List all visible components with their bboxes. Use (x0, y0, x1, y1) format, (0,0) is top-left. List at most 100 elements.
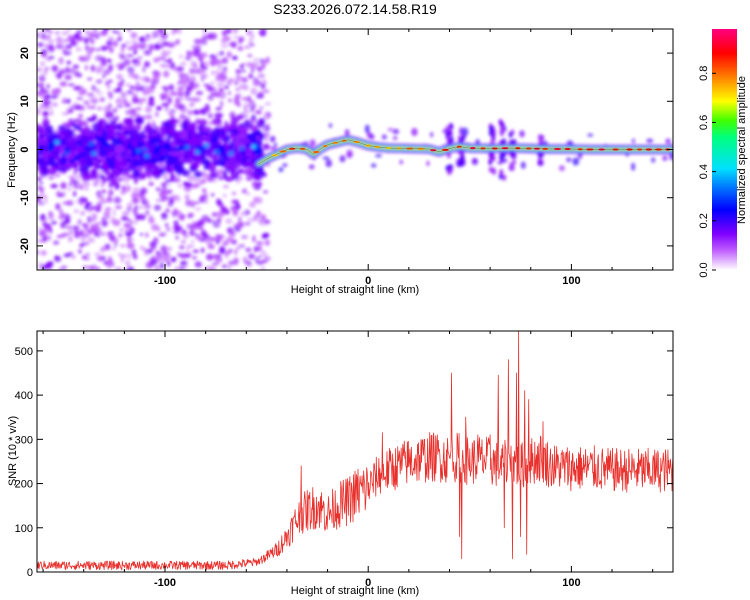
noise-blob (233, 257, 239, 265)
smear-blob (491, 167, 496, 174)
colorbar: 0.0 0.2 0.4 0.6 0.8 Normalized spectral ampl… (698, 29, 748, 278)
noise-blob (41, 49, 48, 54)
band-blob (58, 124, 67, 134)
smear-blob (499, 153, 504, 160)
noise-blob (177, 183, 183, 189)
noise-blob (186, 245, 190, 253)
band-blob (230, 116, 239, 126)
noise-blob (80, 236, 86, 242)
band-blob (143, 159, 153, 164)
noise-blob (164, 210, 171, 213)
noise-blob (135, 58, 140, 62)
noise-blob (242, 256, 247, 264)
band-blob (101, 163, 110, 170)
noise-blob (238, 216, 242, 222)
noise-blob (89, 206, 95, 210)
noise-blob (183, 264, 189, 269)
band-blob (195, 118, 200, 124)
band-blob (134, 117, 145, 125)
noise-blob (161, 86, 169, 90)
noise-blob (160, 261, 164, 270)
noise-blob (207, 113, 214, 119)
smear-blob (448, 130, 453, 137)
noise-blob (210, 192, 215, 197)
ridge-speckle (328, 123, 333, 128)
ridge-speckle (392, 128, 400, 135)
noise-blob (101, 189, 106, 194)
noise-blob (170, 256, 177, 263)
noise-blob (207, 86, 215, 92)
noise-blob (45, 225, 49, 233)
noise-blob (221, 69, 228, 74)
noise-blob (209, 54, 217, 59)
noise-blob (190, 239, 195, 244)
noise-blob (58, 208, 64, 216)
noise-blob (199, 238, 206, 242)
noise-blob (221, 57, 229, 64)
band-blob (202, 158, 211, 167)
noise-blob (213, 222, 221, 226)
noise-blob (176, 66, 185, 72)
ridge-speckle (399, 159, 403, 165)
band-hotspot (194, 150, 200, 155)
band-blob (235, 152, 241, 161)
noise-blob (73, 231, 81, 239)
smear-blob (457, 160, 462, 167)
noise-blob (126, 252, 132, 261)
noise-blob (126, 104, 130, 108)
band-blob (235, 134, 246, 140)
noise-blob (244, 45, 251, 49)
band-hotspot (54, 140, 60, 145)
noise-blob (55, 36, 63, 43)
noise-blob (224, 250, 232, 255)
noise-blob (179, 61, 187, 66)
noise-blob (61, 31, 69, 35)
chart-title: S233.2026.072.14.58.R19 (273, 1, 437, 17)
spectrogram-y-tick-label: -20 (19, 238, 31, 254)
noise-blob (252, 79, 261, 87)
band-blob (53, 149, 60, 158)
noise-blob (73, 70, 80, 77)
noise-blob (250, 63, 256, 71)
noise-blob (250, 87, 258, 95)
band-blob (65, 129, 75, 137)
noise-blob (239, 64, 244, 69)
noise-blob (107, 195, 111, 200)
noise-blob (141, 76, 145, 82)
noise-blob (117, 37, 121, 42)
noise-blob (260, 78, 266, 82)
band-blob (209, 171, 219, 180)
band-blob (179, 160, 185, 166)
noise-blob (216, 215, 224, 218)
smear-blob (489, 125, 494, 132)
snr-y-tick-label: 400 (15, 390, 33, 402)
noise-blob (104, 80, 110, 86)
noise-blob (103, 211, 111, 215)
noise-blob (100, 219, 109, 227)
band-blob (255, 167, 265, 177)
smear-blob (446, 152, 451, 159)
band-blob (199, 149, 206, 155)
noise-blob (40, 73, 46, 78)
noise-blob (227, 228, 234, 235)
noise-blob (245, 176, 254, 181)
noise-blob (40, 213, 46, 220)
smear-blob (510, 163, 515, 170)
band-blob (155, 144, 162, 150)
noise-blob (187, 109, 193, 116)
band-blob (46, 141, 56, 152)
noise-blob (145, 232, 149, 238)
noise-blob (155, 251, 161, 255)
band-blob (114, 124, 123, 130)
noise-blob (42, 221, 47, 228)
noise-blob (184, 253, 191, 259)
noise-blob (76, 97, 84, 100)
noise-blob (84, 204, 90, 210)
noise-blob (156, 106, 162, 111)
ridge-speckle (646, 138, 654, 143)
noise-blob (95, 34, 100, 40)
band-blob (37, 157, 45, 167)
noise-blob (153, 237, 158, 241)
noise-blob (125, 40, 130, 45)
band-blob (211, 117, 222, 126)
